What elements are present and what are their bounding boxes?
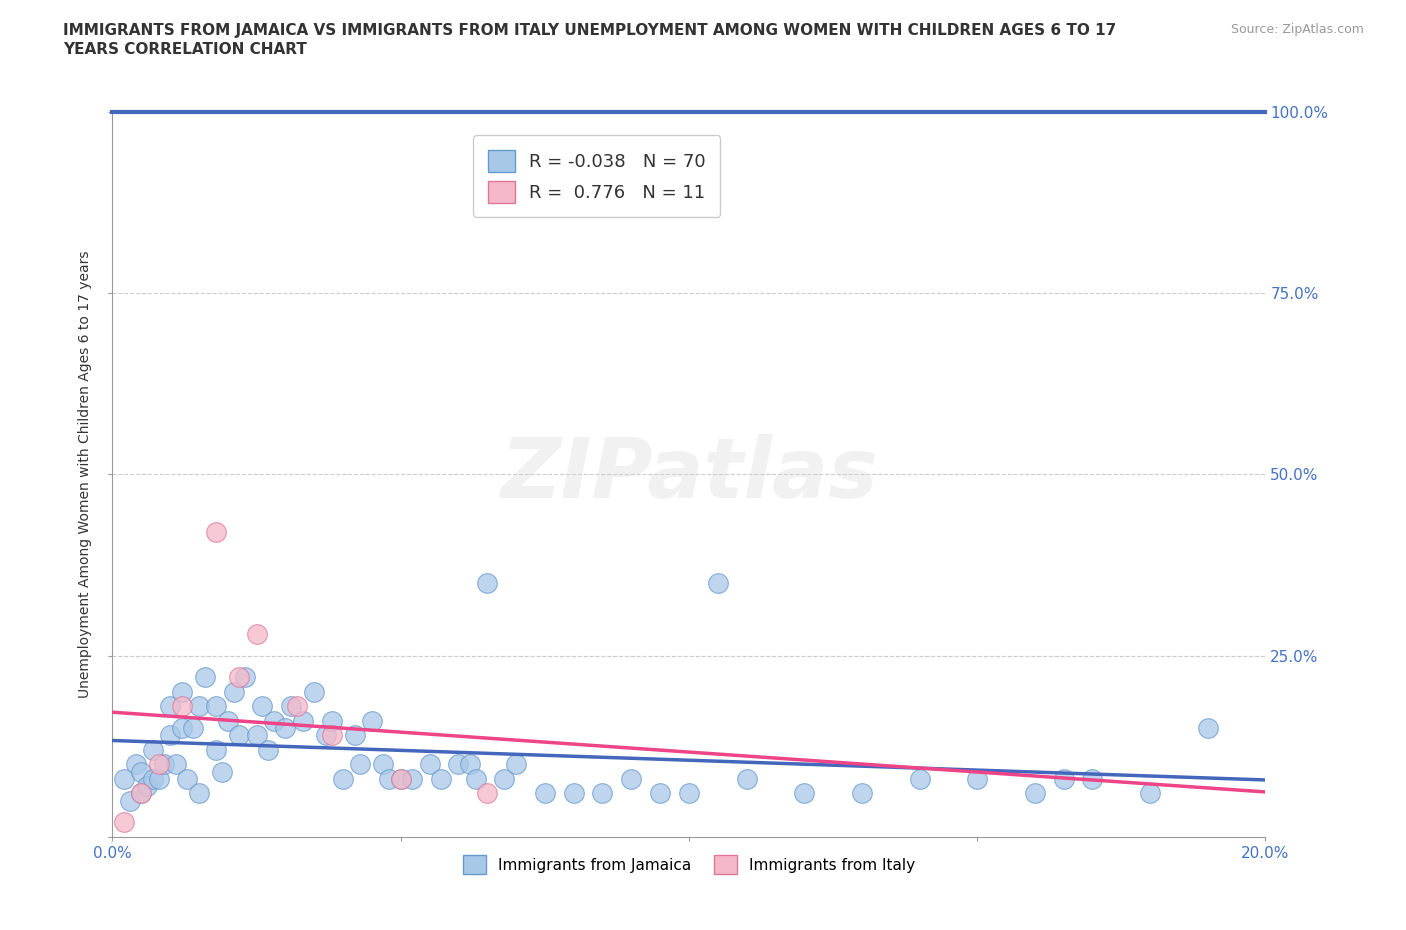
Point — [735, 772, 758, 787]
Y-axis label: Unemployment Among Women with Children Ages 6 to 17 years: Unemployment Among Women with Children A… — [79, 250, 93, 698]
Point — [246, 627, 269, 642]
Point — [389, 772, 412, 787]
Point — [315, 728, 337, 743]
Point — [222, 684, 245, 699]
Point — [1081, 772, 1104, 787]
Point — [124, 757, 146, 772]
Point — [793, 786, 815, 801]
Point — [285, 699, 308, 714]
Point — [447, 757, 470, 772]
Text: ZIPatlas: ZIPatlas — [501, 433, 877, 515]
Point — [129, 786, 153, 801]
Point — [188, 699, 211, 714]
Text: Source: ZipAtlas.com: Source: ZipAtlas.com — [1230, 23, 1364, 36]
Point — [159, 728, 181, 743]
Point — [1024, 786, 1046, 801]
Point — [159, 699, 181, 714]
Point — [321, 728, 343, 743]
Point — [332, 772, 354, 787]
Text: IMMIGRANTS FROM JAMAICA VS IMMIGRANTS FROM ITALY UNEMPLOYMENT AMONG WOMEN WITH C: IMMIGRANTS FROM JAMAICA VS IMMIGRANTS FR… — [63, 23, 1116, 38]
Point — [252, 699, 274, 714]
Point — [360, 713, 382, 728]
Point — [280, 699, 302, 714]
Point — [170, 721, 193, 736]
Point — [592, 786, 614, 801]
Point — [321, 713, 343, 728]
Point — [181, 721, 204, 736]
Point — [188, 786, 211, 801]
Point — [620, 772, 643, 787]
Point — [129, 764, 153, 779]
Point — [136, 778, 159, 793]
Text: YEARS CORRELATION CHART: YEARS CORRELATION CHART — [63, 42, 307, 57]
Point — [142, 772, 165, 787]
Point — [389, 772, 412, 787]
Point — [304, 684, 326, 699]
Point — [291, 713, 314, 728]
Point — [678, 786, 700, 801]
Point — [458, 757, 481, 772]
Point — [233, 670, 256, 684]
Point — [494, 772, 516, 787]
Point — [534, 786, 557, 801]
Point — [908, 772, 931, 787]
Point — [419, 757, 441, 772]
Point — [153, 757, 176, 772]
Point — [112, 772, 135, 787]
Point — [170, 699, 193, 714]
Point — [257, 742, 280, 757]
Point — [1197, 721, 1219, 736]
Point — [343, 728, 366, 743]
Point — [562, 786, 585, 801]
Point — [707, 576, 730, 591]
Legend: Immigrants from Jamaica, Immigrants from Italy: Immigrants from Jamaica, Immigrants from… — [457, 849, 921, 880]
Point — [205, 699, 228, 714]
Point — [274, 721, 297, 736]
Point — [165, 757, 187, 772]
Point — [112, 815, 135, 830]
Point — [1139, 786, 1161, 801]
Point — [505, 757, 527, 772]
Point — [966, 772, 988, 787]
Point — [118, 793, 141, 808]
Point — [650, 786, 672, 801]
Point — [176, 772, 198, 787]
Point — [211, 764, 233, 779]
Point — [263, 713, 285, 728]
Point — [475, 786, 499, 801]
Point — [142, 742, 165, 757]
Point — [378, 772, 401, 787]
Point — [464, 772, 486, 787]
Point — [194, 670, 217, 684]
Point — [217, 713, 239, 728]
Point — [228, 728, 250, 743]
Point — [148, 772, 170, 787]
Point — [170, 684, 193, 699]
Point — [205, 742, 228, 757]
Point — [851, 786, 873, 801]
Point — [430, 772, 453, 787]
Point — [373, 757, 395, 772]
Point — [246, 728, 269, 743]
Point — [205, 525, 228, 539]
Point — [1053, 772, 1076, 787]
Point — [349, 757, 371, 772]
Point — [228, 670, 250, 684]
Point — [475, 576, 499, 591]
Point — [148, 757, 170, 772]
Point — [129, 786, 153, 801]
Point — [401, 772, 423, 787]
